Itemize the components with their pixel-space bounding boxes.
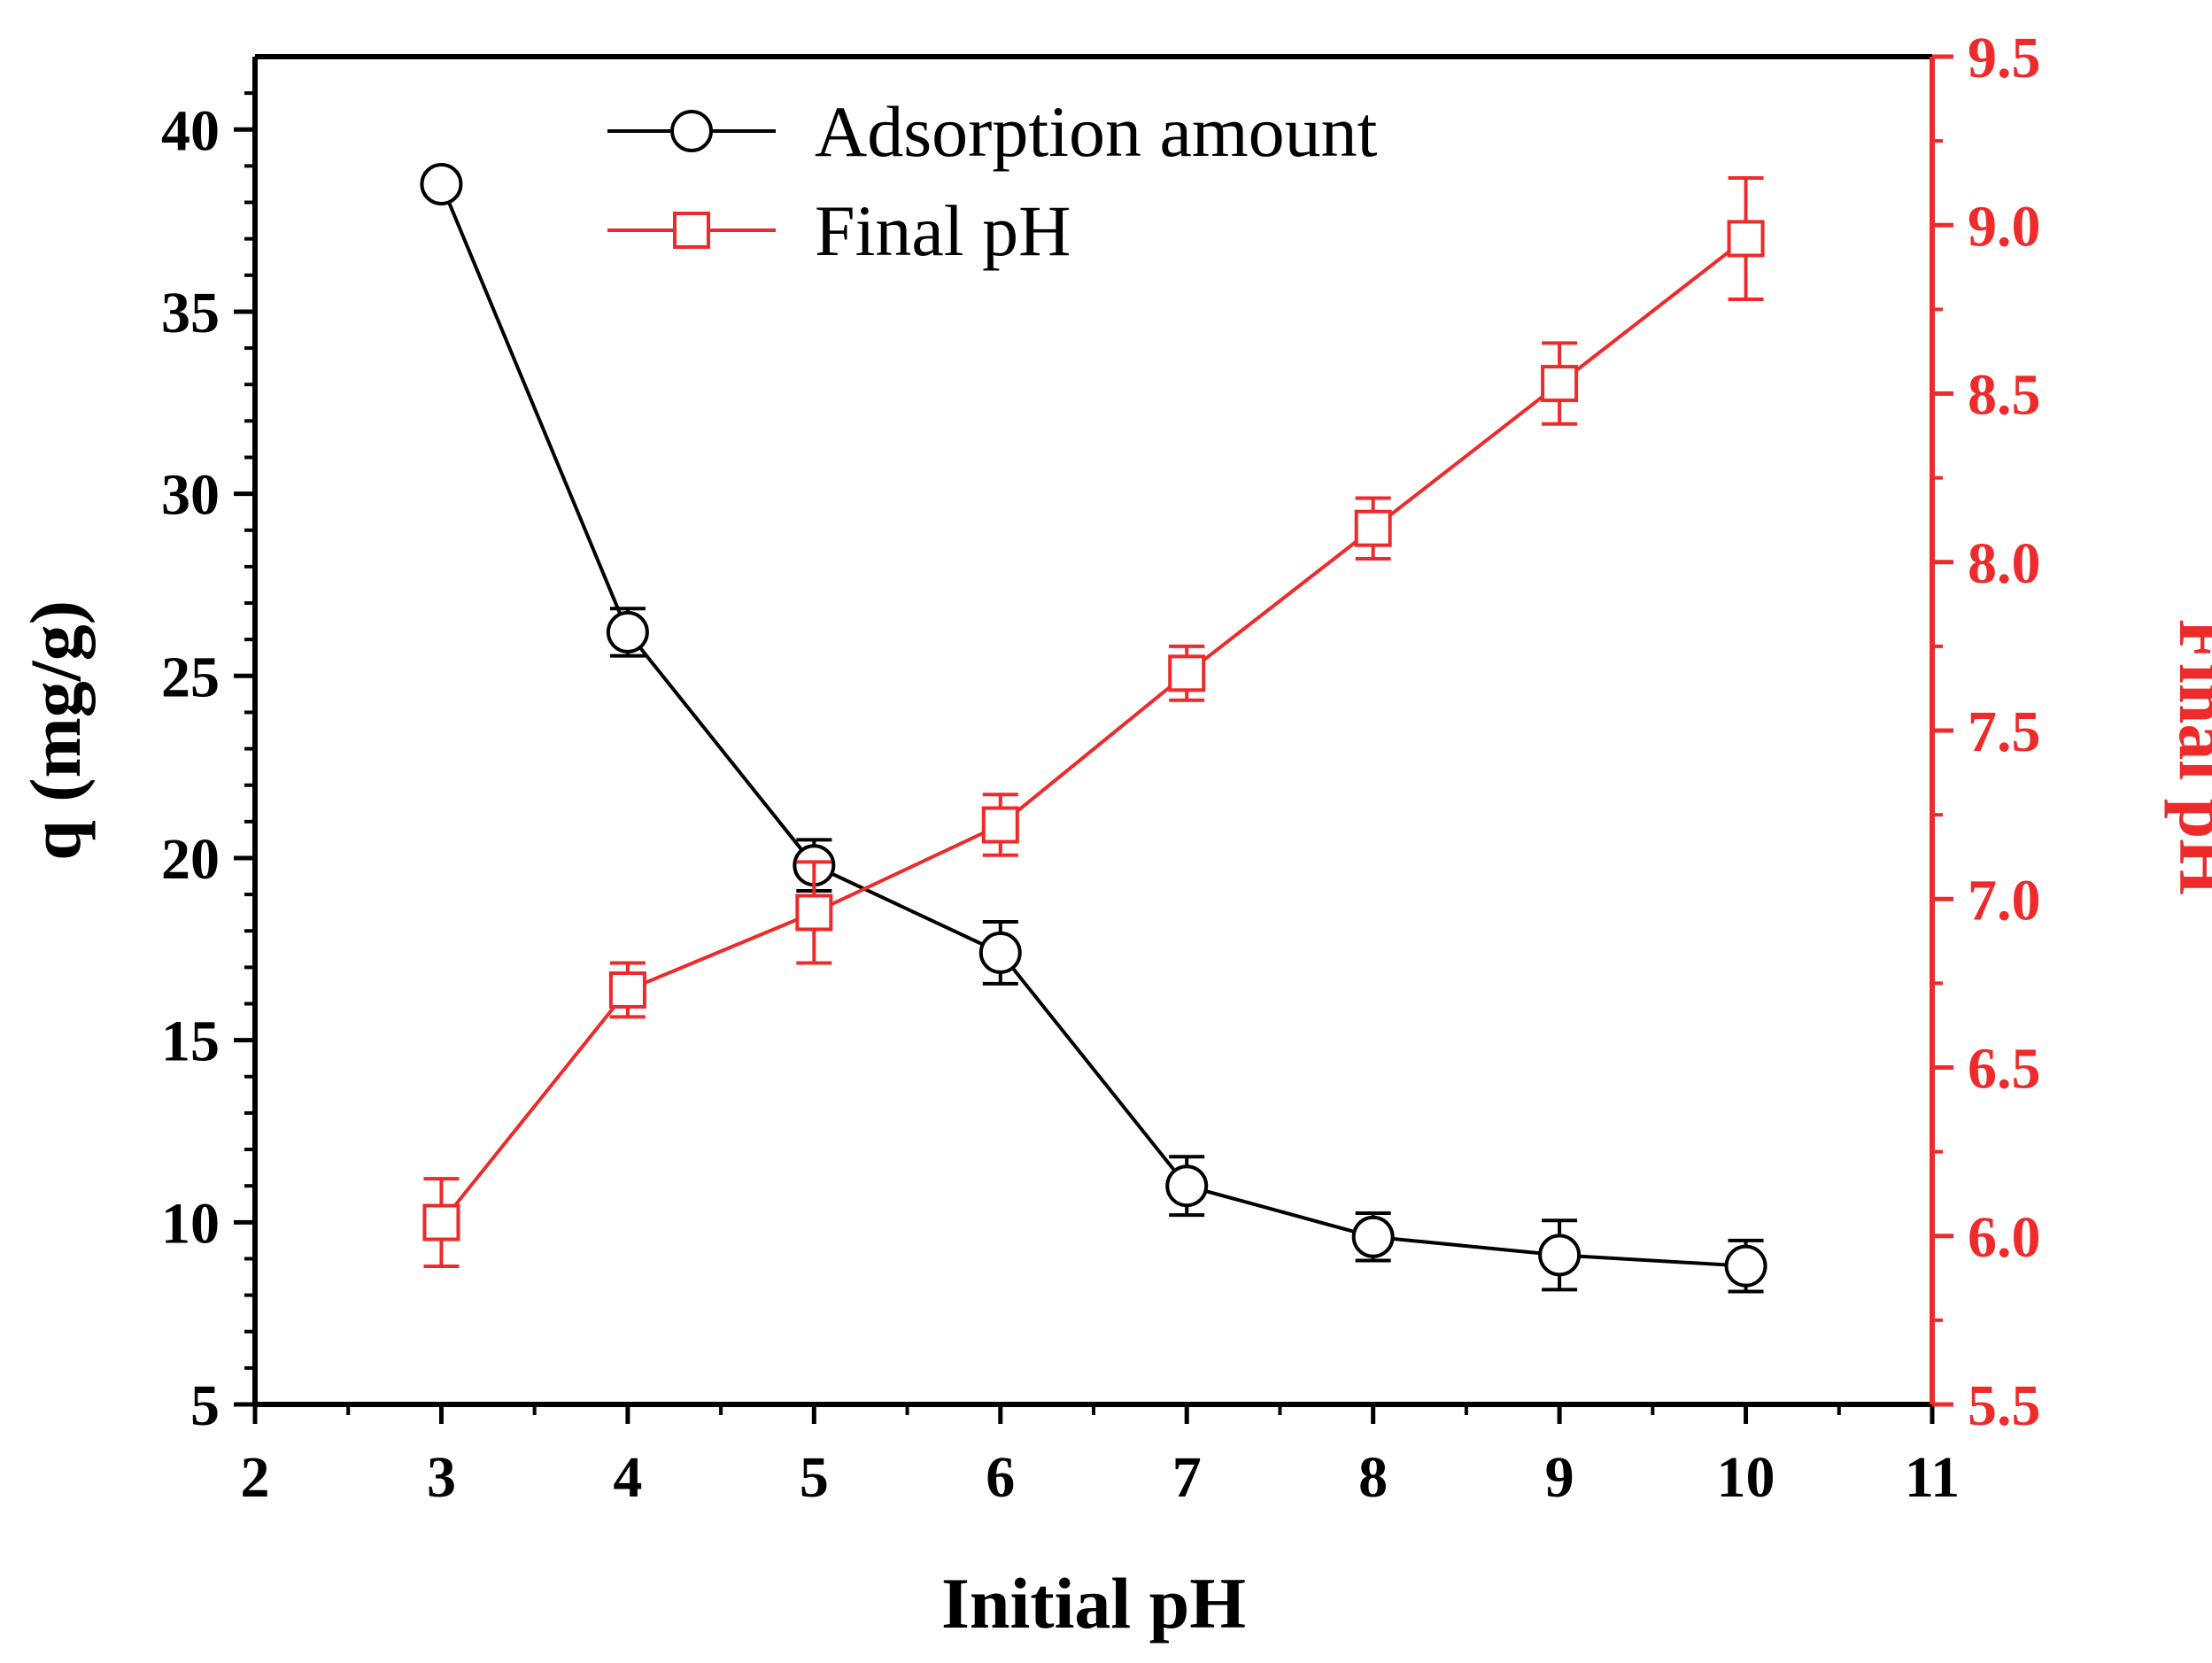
x-tick-label: 9 <box>1545 1445 1574 1510</box>
legend: Adsorption amount Final pH <box>607 91 1378 271</box>
data-point <box>608 971 646 1009</box>
y2-tick-label: 5.5 <box>1968 1373 2041 1438</box>
data-point <box>981 806 1019 844</box>
y-axis-right-ticks: 5.5 6.0 6.5 7.0 7.5 8.0 8.5 9.0 9.5 <box>1932 26 2041 1438</box>
legend-item: Adsorption amount <box>607 91 1378 172</box>
y-tick-label: 10 <box>161 1191 220 1256</box>
data-point <box>606 610 649 654</box>
y-tick-label: 30 <box>161 463 220 528</box>
legend-label: Adsorption amount <box>815 91 1378 172</box>
x-axis-title: Initial pH <box>941 1563 1246 1644</box>
data-point <box>422 1203 460 1241</box>
y2-tick-label: 9.0 <box>1968 194 2041 259</box>
data-point <box>1541 365 1579 403</box>
x-tick-label: 4 <box>613 1445 642 1510</box>
y-tick-label: 15 <box>161 1009 220 1074</box>
data-point <box>1168 654 1206 692</box>
y2-tick-label: 7.0 <box>1968 868 2041 932</box>
data-point <box>795 893 833 932</box>
y-tick-label: 5 <box>190 1373 220 1438</box>
data-point <box>1727 220 1765 258</box>
y2-axis-title: Final pH <box>2164 619 2212 895</box>
plot-frame <box>252 54 1935 1407</box>
data-point <box>1354 509 1392 547</box>
legend-marker-square <box>673 212 710 249</box>
y-tick-label: 25 <box>161 645 220 709</box>
x-tick-label: 2 <box>241 1445 270 1510</box>
y-axis-left-ticks: 5 10 15 20 25 30 35 40 <box>161 91 255 1438</box>
y2-tick-label: 6.0 <box>1968 1205 2041 1270</box>
data-point <box>1724 1244 1767 1288</box>
data-point <box>1165 1164 1209 1208</box>
legend-marker-circle <box>670 110 713 152</box>
x-tick-label: 3 <box>427 1445 456 1510</box>
data-point <box>420 162 463 205</box>
y-tick-label: 35 <box>161 281 220 345</box>
data-point <box>1351 1215 1395 1258</box>
data-point <box>978 931 1022 974</box>
data-point <box>1538 1234 1582 1277</box>
series-final-ph <box>422 175 1765 1268</box>
legend-label: Final pH <box>815 190 1071 271</box>
series-adsorption-amount <box>420 162 1767 1294</box>
y2-tick-label: 7.5 <box>1968 700 2041 764</box>
y-tick-label: 40 <box>161 98 220 163</box>
y-axis-title: q (mg/g) <box>15 600 96 861</box>
x-axis-ticks: 2 3 4 5 6 7 8 9 10 11 <box>241 1404 1960 1510</box>
x-tick-label: 10 <box>1717 1445 1775 1510</box>
y2-tick-label: 9.5 <box>1968 26 2041 90</box>
x-tick-label: 6 <box>986 1445 1015 1510</box>
series-line <box>439 236 1747 1224</box>
y2-tick-label: 8.0 <box>1968 531 2041 596</box>
y-tick-label: 20 <box>161 827 220 892</box>
legend-item: Final pH <box>607 190 1071 271</box>
x-tick-label: 5 <box>800 1445 829 1510</box>
x-tick-label: 11 <box>1905 1445 1960 1510</box>
x-tick-label: 7 <box>1172 1445 1202 1510</box>
y2-tick-label: 8.5 <box>1968 363 2041 428</box>
x-tick-label: 8 <box>1358 1445 1388 1510</box>
series-line <box>439 183 1746 1268</box>
y2-tick-label: 6.5 <box>1968 1037 2041 1102</box>
